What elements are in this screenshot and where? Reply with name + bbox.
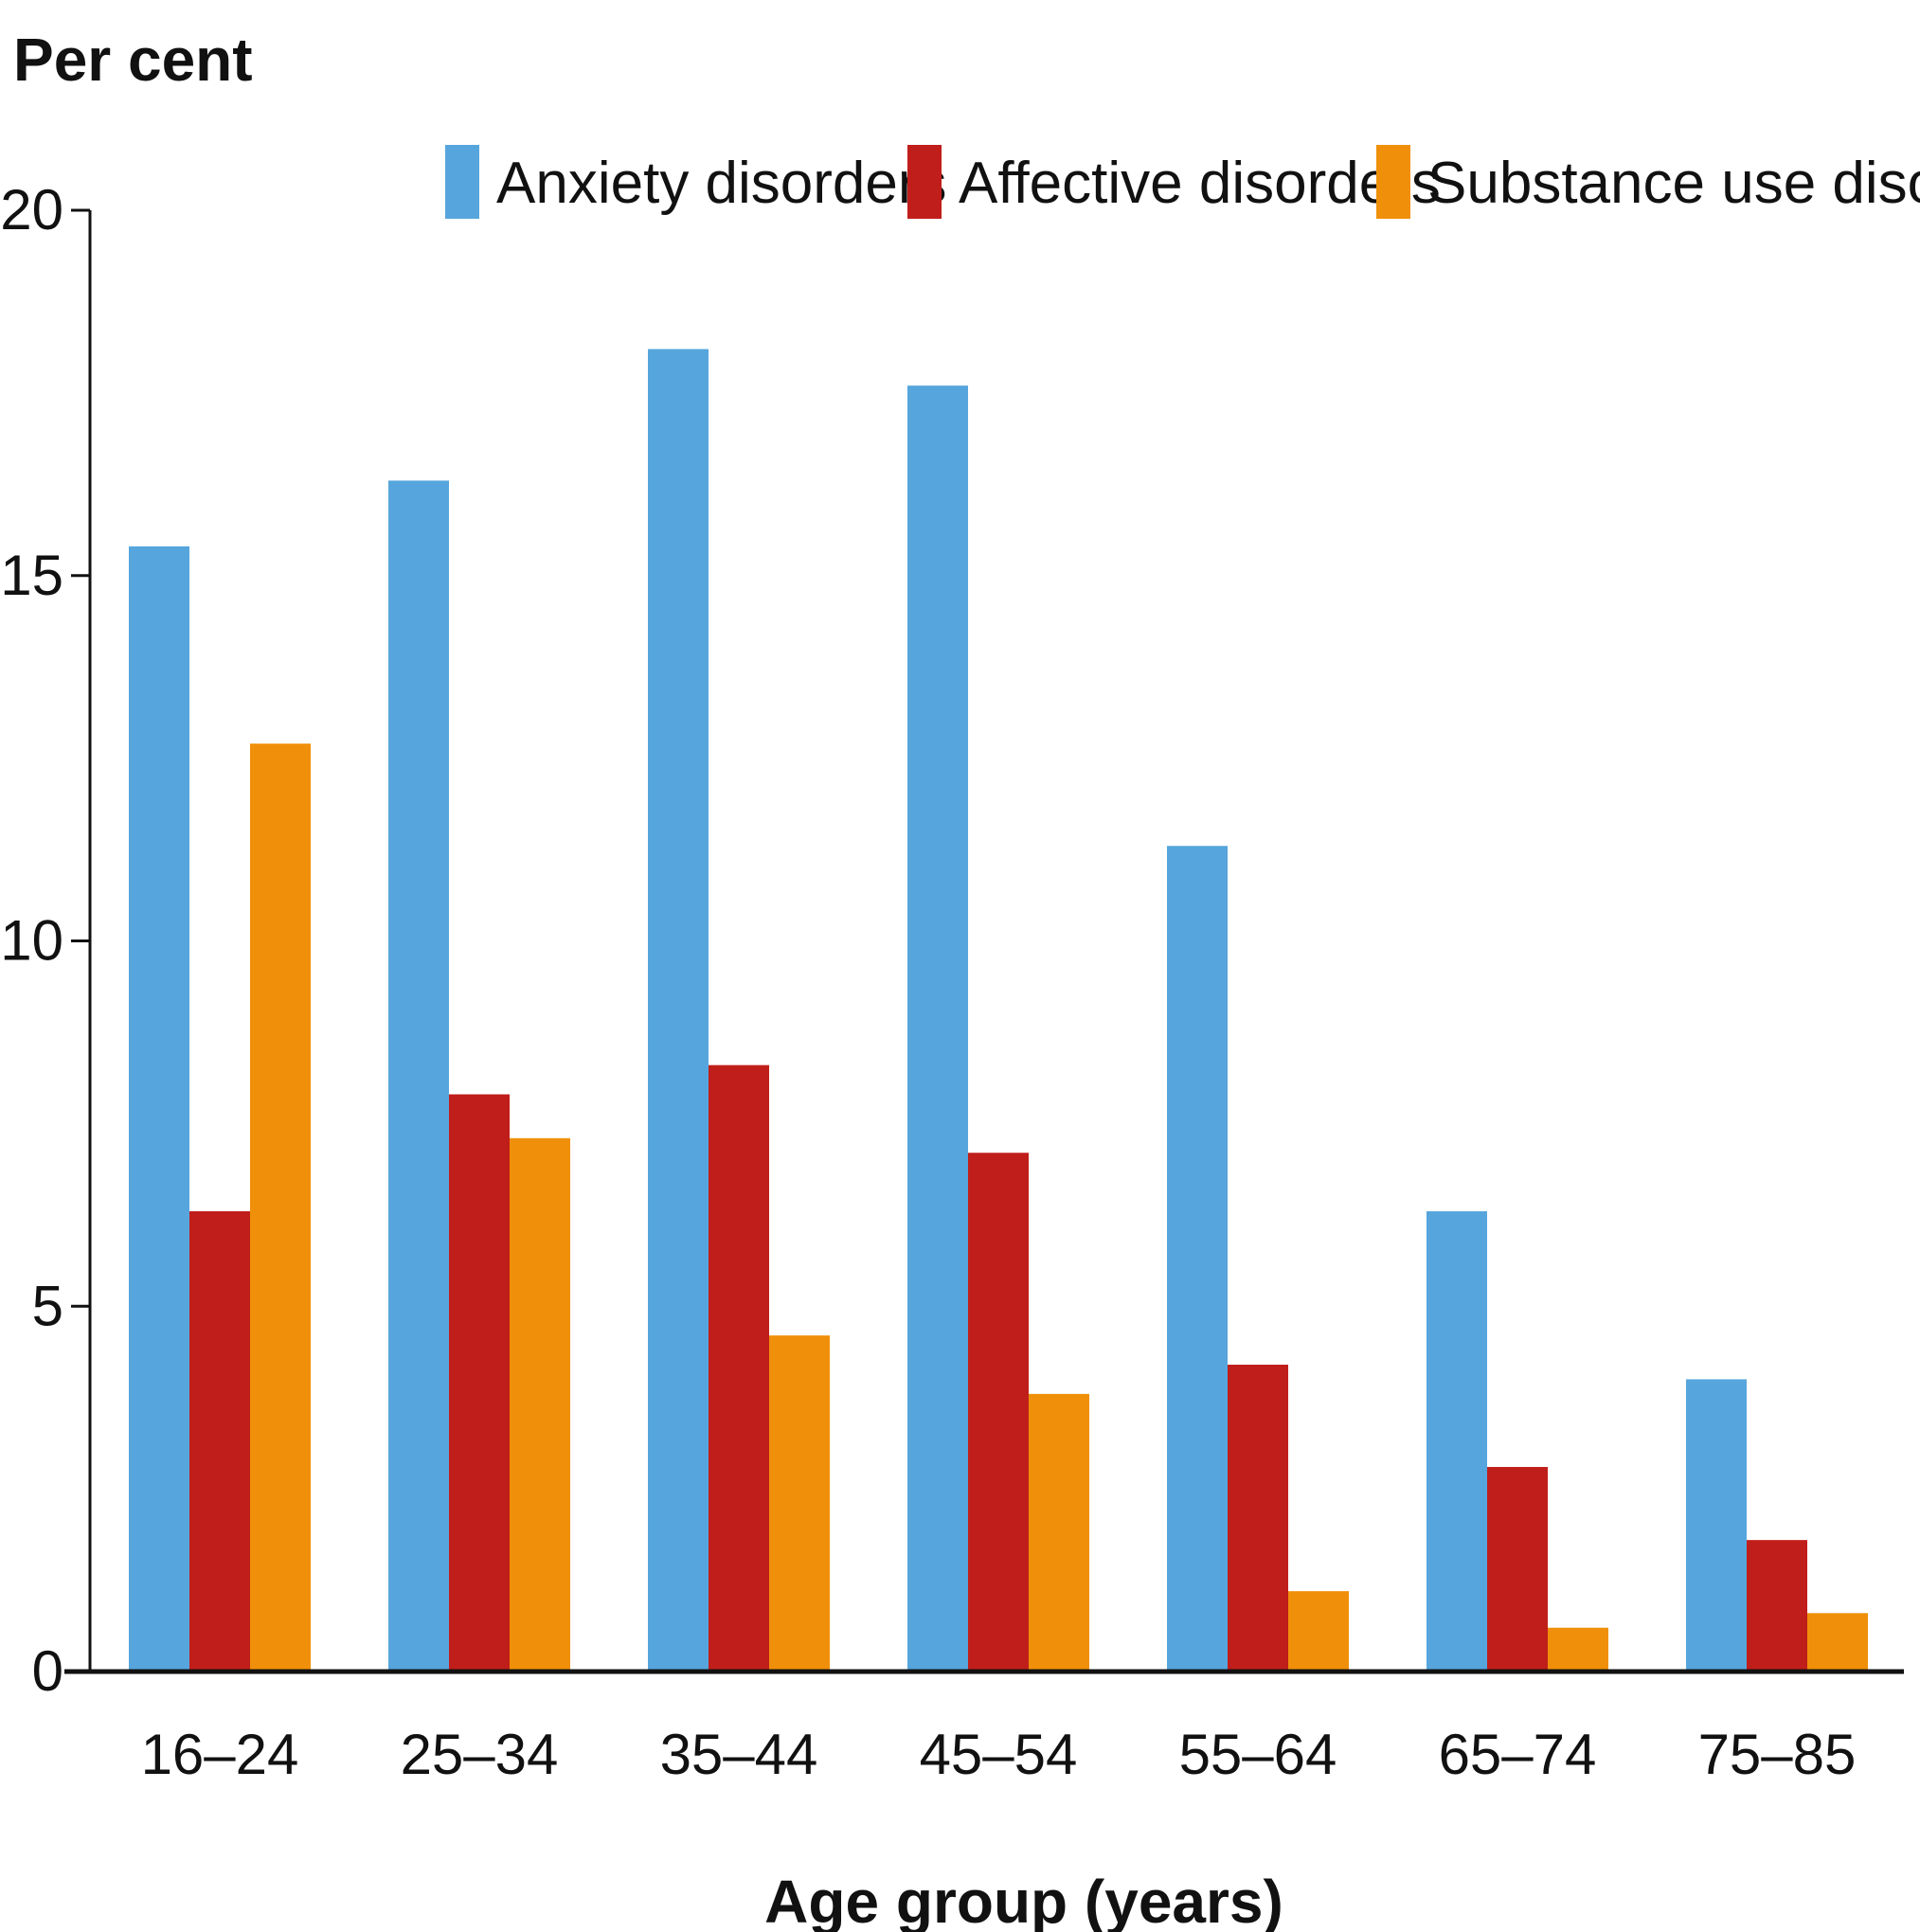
legend-swatch [907,145,942,219]
x-axis: 16–24 25–34 35–44 45–54 55–64 65–74 75–85 [64,1669,1904,1786]
x-tick-label: 35–44 [660,1723,818,1786]
x-tick-label: 55–64 [1179,1723,1337,1786]
bar-substance-use-disorders [1288,1591,1349,1672]
bar-substance-use-disorders [1548,1627,1608,1672]
legend-label: Substance use disorders [1427,151,1920,216]
bar-affective-disorders [968,1153,1029,1672]
bar-anxiety-disorders [907,385,968,1672]
y-axis: 0 5 10 15 20 [0,178,92,1703]
x-tick-label: 25–34 [401,1723,559,1786]
x-tick-label: 45–54 [920,1723,1078,1786]
bar-substance-use-disorders [1029,1393,1089,1672]
bar-substance-use-disorders [769,1335,830,1672]
bar-affective-disorders [189,1210,250,1672]
legend-swatch [445,145,479,219]
legend-swatch [1376,145,1410,219]
bar-affective-disorders [1747,1540,1807,1672]
bar-anxiety-disorders [1167,846,1228,1672]
y-tick-label: 5 [32,1274,63,1337]
bar-anxiety-disorders [648,349,709,1673]
y-tick-label: 20 [0,178,63,242]
bar-substance-use-disorders [1807,1613,1868,1672]
legend-label: Anxiety disorders [496,151,947,216]
bar-anxiety-disorders [1686,1379,1747,1672]
x-tick-label: 75–85 [1698,1723,1857,1786]
y-tick-label: 0 [32,1639,63,1703]
bar-affective-disorders [449,1094,510,1672]
bar-anxiety-disorders [388,480,449,1673]
x-axis-label: Age group (years) [764,1868,1283,1932]
legend: Anxiety disorders Affective disordersSubs… [445,145,1920,219]
x-tick-label: 16–24 [141,1723,299,1786]
y-tick-label: 15 [0,544,63,607]
x-tick-label: 65–74 [1439,1723,1597,1786]
bar-anxiety-disorders [1427,1210,1487,1672]
bar-anxiety-disorders [129,546,189,1672]
y-axis-label: Per cent [13,26,253,94]
bar-substance-use-disorders [250,743,311,1672]
y-tick-label: 10 [0,909,63,973]
legend-label: Affective disorders [959,151,1441,216]
bar-affective-disorders [1487,1466,1548,1672]
bars [129,349,1868,1673]
bar-substance-use-disorders [510,1137,570,1672]
bar-affective-disorders [1228,1364,1288,1672]
bar-affective-disorders [709,1064,769,1672]
